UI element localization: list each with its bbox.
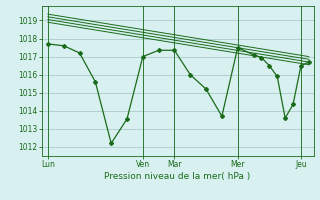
X-axis label: Pression niveau de la mer( hPa ): Pression niveau de la mer( hPa )	[104, 172, 251, 181]
